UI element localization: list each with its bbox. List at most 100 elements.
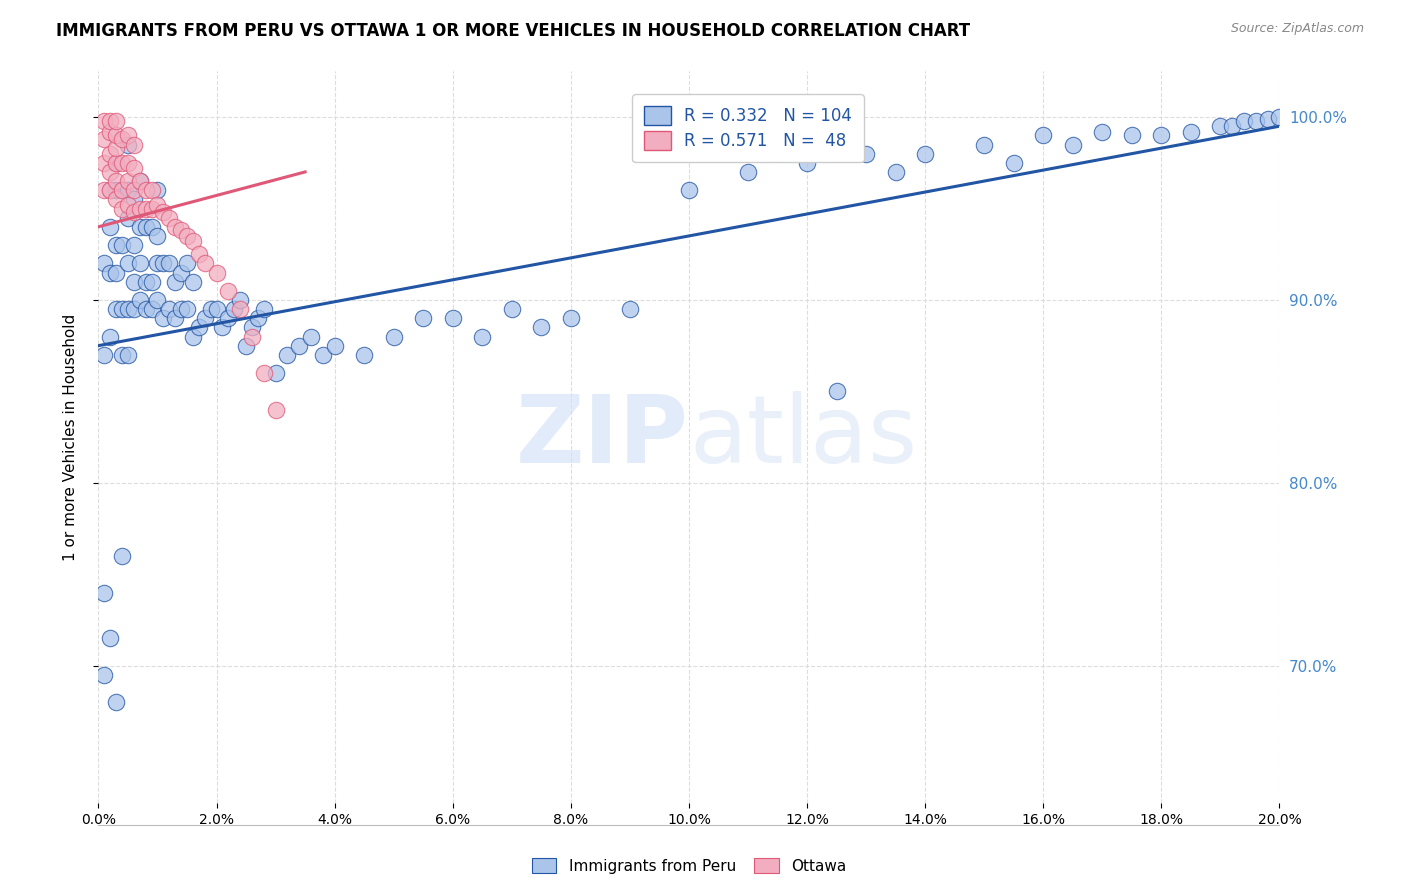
Point [135,275,157,289]
Legend: R = 0.332   N = 104, R = 0.571   N =  48: R = 0.332 N = 104, R = 0.571 N = 48 [633,95,863,162]
Point [181,235,204,249]
Point [229,301,252,316]
Point [141,275,163,289]
Point [157,256,180,270]
Point [205,301,228,316]
Point [441,311,464,326]
Point [117,198,139,212]
Point [93,155,115,169]
Point [105,183,128,197]
Point [105,192,128,206]
Point [288,338,311,352]
Point [884,165,907,179]
Point [146,198,169,212]
Point [141,183,163,197]
Point [1180,125,1202,139]
Point [105,128,128,143]
Point [276,348,298,362]
Point [165,275,187,289]
Point [111,183,134,197]
Point [141,301,163,316]
Point [93,256,115,270]
Point [152,205,174,219]
Point [240,320,263,334]
Point [170,223,193,237]
Point [165,311,187,326]
Point [98,113,121,128]
Point [312,348,335,362]
Point [111,549,134,563]
Point [914,146,936,161]
Point [1091,125,1114,139]
Point [382,329,405,343]
Point [1244,113,1267,128]
Point [141,219,163,234]
Point [737,165,759,179]
Point [176,301,198,316]
Text: atlas: atlas [689,391,917,483]
Point [1062,137,1084,152]
Point [678,183,700,197]
Point [98,146,121,161]
Point [796,155,818,169]
Point [122,238,145,252]
Point [560,311,582,326]
Point [217,311,239,326]
Point [194,311,217,326]
Point [98,631,121,645]
Point [501,301,523,316]
Point [323,338,346,352]
Point [117,155,139,169]
Point [170,301,193,316]
Text: Source: ZipAtlas.com: Source: ZipAtlas.com [1230,22,1364,36]
Point [1268,110,1291,124]
Point [111,301,134,316]
Point [1220,119,1243,133]
Point [98,219,121,234]
Point [105,155,128,169]
Point [105,113,128,128]
Point [122,183,145,197]
Y-axis label: 1 or more Vehicles in Household: 1 or more Vehicles in Household [63,313,77,561]
Point [1257,112,1279,126]
Point [152,311,174,326]
Point [299,329,322,343]
Point [194,256,217,270]
Point [264,402,287,417]
Point [93,585,115,599]
Point [122,205,145,219]
Point [128,174,150,188]
Point [170,265,193,279]
Point [146,228,169,243]
Point [217,284,239,298]
Point [253,301,276,316]
Point [471,329,494,343]
Point [1233,113,1256,128]
Point [117,348,139,362]
Point [1150,128,1173,143]
Point [117,174,139,188]
Point [93,132,115,146]
Point [117,301,139,316]
Legend: Immigrants from Peru, Ottawa: Immigrants from Peru, Ottawa [526,852,852,880]
Point [105,141,128,155]
Point [117,211,139,225]
Point [117,256,139,270]
Point [135,183,157,197]
Point [93,348,115,362]
Point [187,320,209,334]
Point [93,183,115,197]
Point [973,137,995,152]
Point [146,183,169,197]
Point [181,329,204,343]
Point [93,113,115,128]
Point [117,183,139,197]
Point [117,137,139,152]
Point [122,301,145,316]
Point [122,192,145,206]
Point [264,366,287,380]
Point [128,219,150,234]
Point [146,293,169,307]
Point [128,293,150,307]
Text: ZIP: ZIP [516,391,689,483]
